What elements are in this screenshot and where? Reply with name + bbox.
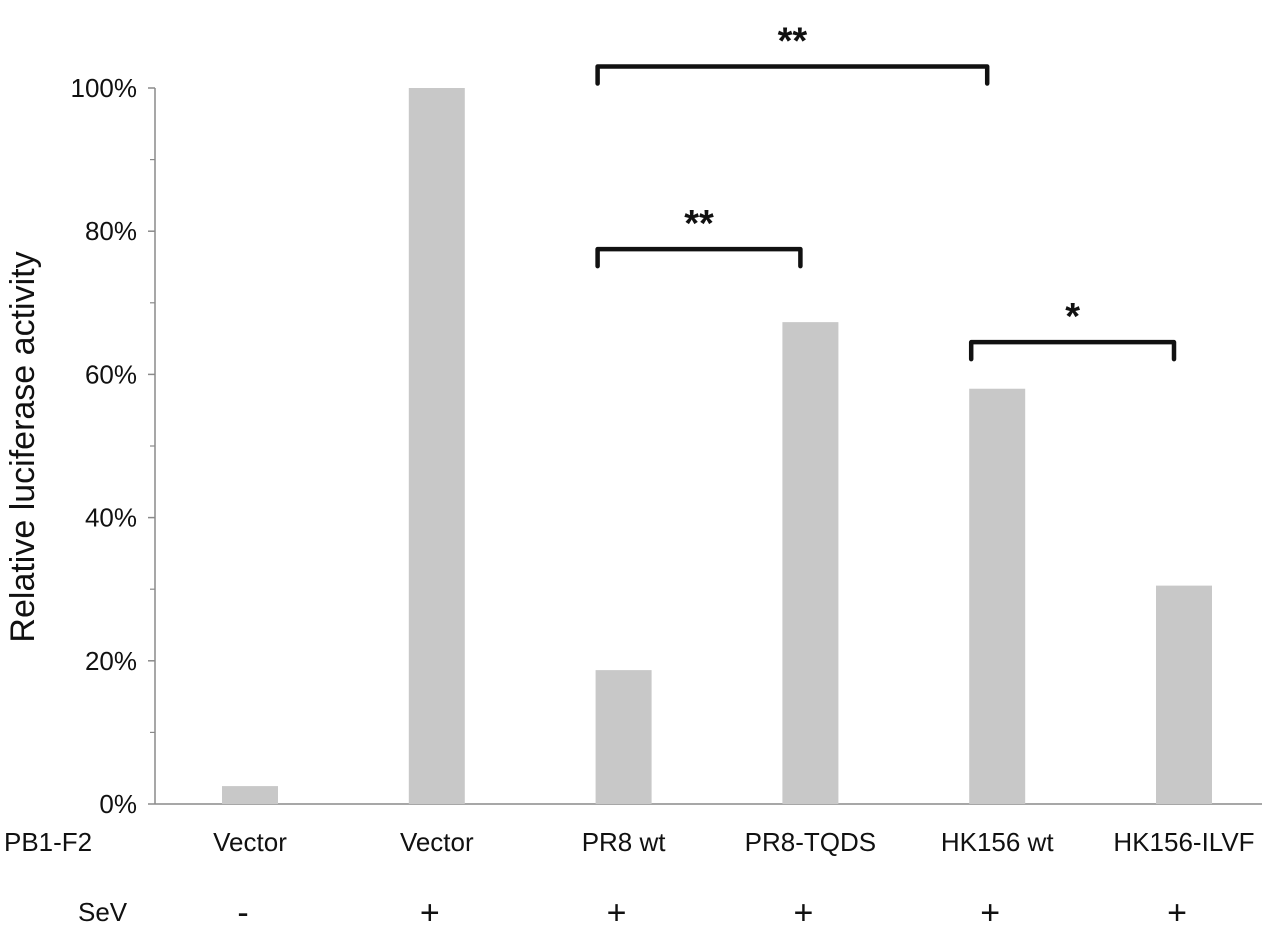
significance-brackets: ***** (595, 21, 1177, 362)
significance-label: ** (778, 21, 808, 63)
significance-bracket (595, 246, 803, 269)
sev-value-label: + (1167, 894, 1187, 930)
bar (222, 786, 278, 804)
labels: Vector Vector PR8 wt PR8-TQDS HK156 wt HK156-… (213, 827, 1254, 930)
y-tick-label: 80% (85, 216, 137, 246)
x-category-label: Vector (213, 827, 287, 857)
significance-bracket (968, 339, 1177, 362)
y-tick-label: 100% (71, 73, 138, 103)
axes: 0% 20% 40% 60% 80% 100% (71, 73, 1262, 819)
bar (408, 88, 465, 804)
significance-label: ** (684, 203, 714, 245)
x-category-label: HK156-ILVF (1113, 827, 1254, 857)
x-category-label: PR8 wt (582, 827, 667, 857)
x-category-label: HK156 wt (941, 827, 1054, 857)
y-axis-label: Relative luciferase activity (4, 251, 42, 642)
y-tick-label: 0% (99, 789, 137, 819)
y-tick-label: 20% (85, 646, 137, 676)
sev-row-label: SeV (78, 897, 128, 927)
significance-bracket (595, 64, 990, 86)
bars (222, 88, 1212, 804)
sev-value-label: + (420, 894, 440, 930)
x-category-label: PR8-TQDS (745, 827, 876, 857)
significance-label: * (1065, 296, 1080, 338)
bar (782, 322, 839, 804)
bar (1156, 585, 1212, 804)
y-tick-label: 60% (85, 359, 137, 389)
bar (969, 388, 1026, 804)
bar (595, 670, 652, 804)
sev-value-label: - (237, 894, 248, 930)
pb1f2-row-label: PB1-F2 (4, 827, 92, 857)
x-category-label: Vector (400, 827, 474, 857)
y-tick-label: 40% (85, 503, 137, 533)
sev-value-label: + (980, 894, 1000, 930)
sev-value-label: + (607, 894, 627, 930)
sev-value-label: + (793, 894, 813, 930)
